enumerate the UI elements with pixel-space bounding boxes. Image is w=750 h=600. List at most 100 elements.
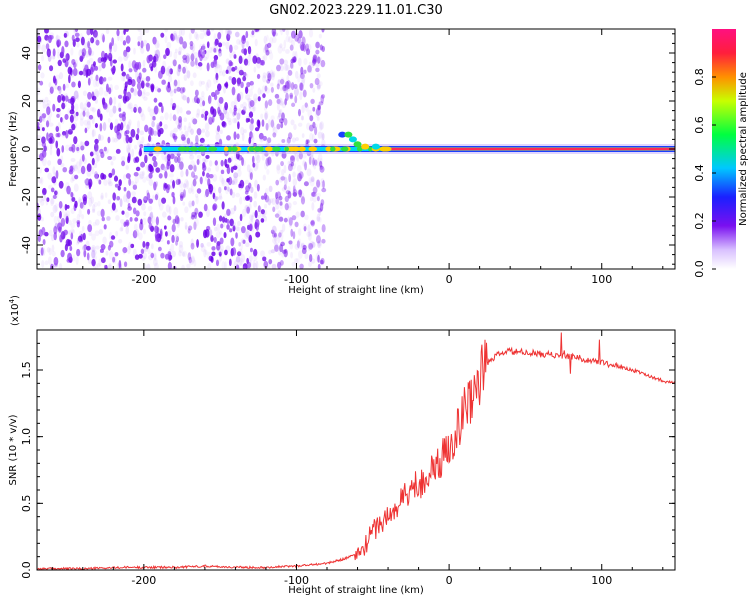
spectrogram-cell xyxy=(308,156,312,166)
spectrogram-cell xyxy=(118,238,123,244)
spectrogram-cell xyxy=(187,126,192,133)
spectrogram-cell xyxy=(84,140,90,147)
spectrogram-cell xyxy=(66,185,71,195)
spectrogram-cell xyxy=(137,41,141,47)
spectrogram-cell xyxy=(245,40,249,48)
spectrogram-cell xyxy=(86,68,92,77)
spectrogram-cell xyxy=(320,59,326,68)
spectrogram-cell xyxy=(283,176,288,186)
spectrogram-cell xyxy=(172,82,178,89)
spectrogram-cell xyxy=(88,114,94,120)
spectrogram-cell xyxy=(302,223,308,231)
spectrogram-cell xyxy=(64,95,69,102)
spectrogram-cell xyxy=(177,165,182,171)
spectrogram-cell xyxy=(319,165,325,173)
spectrogram-cell xyxy=(219,230,222,235)
spectrogram-cell xyxy=(316,255,321,263)
spectrogram-cell xyxy=(41,127,45,132)
spectrogram-cell xyxy=(244,231,249,240)
spectrogram-cell xyxy=(193,174,198,180)
spectrogram-cell xyxy=(266,34,269,42)
spectrogram-cell xyxy=(134,228,140,238)
spectrogram-cell xyxy=(190,128,194,135)
spectrogram-cell xyxy=(276,115,281,120)
spectrogram-cell xyxy=(99,113,103,121)
spectrogram-cell xyxy=(158,197,161,207)
spectrogram-cell xyxy=(289,241,294,250)
spectrogram-cell xyxy=(256,59,262,69)
spectrogram-cell xyxy=(196,158,200,166)
spectrogram-cell xyxy=(157,70,163,79)
spectrogram-cell xyxy=(270,229,275,234)
spectrogram-cell xyxy=(119,198,123,208)
spectrogram-cell xyxy=(86,120,91,130)
spectrogram-cell xyxy=(67,66,72,75)
spectrogram-cell xyxy=(98,64,102,72)
spectrogram-cell xyxy=(114,183,119,188)
spectrogram-cell xyxy=(185,168,189,177)
spectrogram-cell xyxy=(320,181,324,188)
spectrogram-cell xyxy=(140,218,143,225)
spectrogram-cell xyxy=(262,93,266,99)
spectrogram-cell xyxy=(308,242,314,250)
snr-plot-area xyxy=(37,330,675,570)
spectrogram-cell xyxy=(295,70,299,79)
spectrogram-cell xyxy=(88,197,93,207)
spectrogram-cell xyxy=(179,188,185,197)
spectrogram-cell xyxy=(199,95,205,102)
spectrogram-cell xyxy=(291,137,296,143)
spectrogram-cell xyxy=(270,69,274,76)
spectrogram-cell xyxy=(100,257,106,264)
spectrogram-cell xyxy=(312,121,316,129)
spectrogram-cell xyxy=(274,244,279,252)
spectrogram-cell xyxy=(48,122,54,127)
spectrogram-cell xyxy=(73,136,78,145)
spectrogram-cell xyxy=(309,196,314,202)
spectrogram-cell xyxy=(153,160,158,168)
spectrogram-cell xyxy=(155,234,158,242)
spectrogram-cell xyxy=(214,40,218,47)
spectrogram-cell xyxy=(294,152,298,161)
spectrogram-cell xyxy=(107,136,111,144)
spectrogram-cell xyxy=(144,124,149,133)
spectrogram-cell xyxy=(38,141,43,146)
spectrogram-cell xyxy=(231,191,236,199)
spectrogram-cell xyxy=(114,118,119,126)
spectrogram-cell xyxy=(311,63,315,68)
spectrogram-cell xyxy=(111,136,115,143)
spectrogram-cell xyxy=(169,112,173,122)
spectrogram-cell xyxy=(137,35,143,42)
spectrogram-cell xyxy=(264,85,268,92)
spectrogram-cell xyxy=(69,245,73,252)
spectrogram-cell xyxy=(182,58,188,64)
spectrogram-cell xyxy=(139,143,144,149)
spectrogram-cell xyxy=(125,73,130,80)
spectrogram-cell xyxy=(319,165,324,170)
spectrogram-cell xyxy=(296,240,300,249)
spectrogram-cell xyxy=(90,37,95,44)
spectrogram-cell xyxy=(132,230,138,239)
spectrogram-cell xyxy=(310,220,315,225)
spectrogram-cell xyxy=(208,116,213,125)
spectrogram-cell xyxy=(218,42,223,48)
spectrogram-cell xyxy=(65,30,69,38)
spectrogram-cell xyxy=(183,125,187,131)
spectrogram-cell xyxy=(178,161,184,170)
spectrogram-cell xyxy=(279,65,285,72)
spectrogram-cell xyxy=(136,120,141,129)
spectrogram-cell xyxy=(86,101,91,108)
spectrogram-cell xyxy=(57,110,62,117)
spectrogram-cell xyxy=(125,35,131,44)
spectrogram-cell xyxy=(137,29,142,32)
spectrogram-cell xyxy=(220,169,225,175)
spectrogram-cell xyxy=(301,74,306,84)
spectrogram-cell xyxy=(153,97,158,103)
spectrogram-cell xyxy=(254,127,260,132)
spectrogram-cell xyxy=(242,106,247,112)
spectrogram-cell xyxy=(310,258,316,264)
spectrogram-cell xyxy=(229,50,233,59)
spectrogram-cell xyxy=(129,217,133,222)
spectrogram-cell xyxy=(203,29,207,35)
spectrogram-cell xyxy=(91,233,96,241)
spectrogram-cell xyxy=(52,194,57,200)
